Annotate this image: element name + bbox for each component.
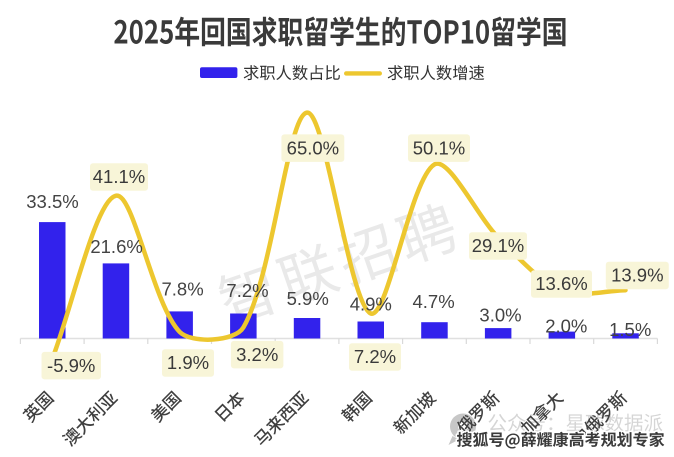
svg-text:50.1%: 50.1% (413, 137, 465, 158)
svg-text:65.0%: 65.0% (287, 137, 339, 158)
svg-text:29.1%: 29.1% (472, 235, 524, 256)
svg-text:3.0%: 3.0% (479, 304, 521, 325)
svg-text:21.6%: 21.6% (90, 236, 142, 257)
svg-text:4.7%: 4.7% (413, 291, 455, 312)
svg-text:5.9%: 5.9% (287, 288, 329, 309)
svg-text:1.5%: 1.5% (609, 319, 651, 340)
svg-text:13.6%: 13.6% (535, 273, 587, 294)
svg-text:-5.9%: -5.9% (47, 355, 95, 376)
svg-text:2.0%: 2.0% (545, 315, 587, 336)
svg-text:7.2%: 7.2% (354, 346, 396, 367)
svg-text:33.5%: 33.5% (26, 191, 78, 212)
svg-text:13.9%: 13.9% (611, 265, 663, 286)
svg-text:41.1%: 41.1% (93, 166, 145, 187)
svg-text:1.9%: 1.9% (167, 352, 209, 373)
svg-text:7.8%: 7.8% (162, 278, 204, 299)
svg-text:4.9%: 4.9% (350, 293, 392, 314)
svg-text:3.2%: 3.2% (236, 344, 278, 365)
svg-text:7.2%: 7.2% (226, 280, 268, 301)
